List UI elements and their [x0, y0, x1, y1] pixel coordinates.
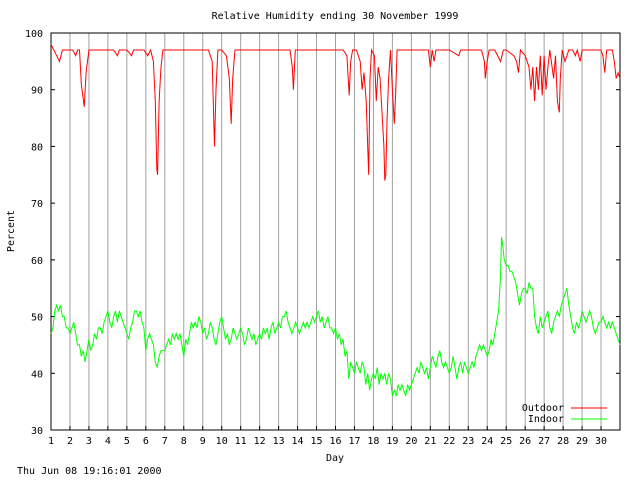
x-tick-label: 13: [273, 436, 285, 447]
y-tick-label: 70: [31, 199, 43, 210]
y-tick-label: 50: [31, 313, 43, 324]
x-tick-label: 3: [86, 436, 92, 447]
chart-title: Relative Humidity ending 30 November 199…: [212, 11, 459, 22]
x-tick-label: 1: [48, 436, 54, 447]
x-tick-label: 28: [557, 436, 569, 447]
x-tick-label: 26: [519, 436, 531, 447]
x-tick-label: 19: [386, 436, 398, 447]
grid-lines: [69, 33, 602, 430]
x-tick-label: 22: [443, 436, 455, 447]
legend: Outdoor Indoor: [522, 403, 607, 425]
x-tick-label: 4: [105, 436, 111, 447]
x-tick-label: 20: [405, 436, 417, 447]
series-line-outdoor: [50, 44, 621, 181]
x-tick-label: 10: [216, 436, 228, 447]
series-lines: [50, 44, 621, 397]
x-tick-label: 9: [200, 436, 206, 447]
y-tick-label: 60: [31, 256, 43, 267]
x-tick-label: 15: [311, 436, 323, 447]
x-tick-label: 12: [254, 436, 266, 447]
y-tick-label: 100: [25, 29, 43, 40]
x-tick-label: 29: [576, 436, 588, 447]
x-tick-label: 27: [538, 436, 550, 447]
x-tick-label: 11: [235, 436, 247, 447]
y-axis-label: Percent: [6, 210, 17, 252]
x-tick-label: 24: [481, 436, 493, 447]
x-tick-label: 25: [500, 436, 512, 447]
x-tick-label: 23: [462, 436, 474, 447]
x-tick-label: 2: [67, 436, 73, 447]
x-tick-label: 8: [181, 436, 187, 447]
legend-label-indoor: Indoor: [528, 414, 564, 425]
y-tick-label: 90: [31, 86, 43, 97]
x-tick-label: 14: [292, 436, 304, 447]
y-tick-label: 30: [31, 426, 43, 437]
axis-ticks: 1 2 3 4 5 6 7 8 9 10 11 12 13 14 15 16 17 18 19 20 21 22 23 24 2…: [25, 29, 620, 447]
y-tick-label: 80: [31, 142, 43, 153]
x-tick-label: 18: [367, 436, 379, 447]
x-tick-label: 17: [348, 436, 360, 447]
x-tick-label: 6: [143, 436, 149, 447]
x-tick-label: 7: [162, 436, 168, 447]
x-axis-label: Day: [326, 453, 344, 464]
y-tick-label: 40: [31, 369, 43, 380]
x-tick-label: 5: [124, 436, 130, 447]
x-tick-label: 30: [595, 436, 607, 447]
generated-timestamp: Thu Jun 08 19:16:01 2000: [17, 466, 162, 477]
x-tick-label: 16: [329, 436, 341, 447]
x-tick-label: 21: [424, 436, 436, 447]
legend-label-outdoor: Outdoor: [522, 403, 564, 414]
series-line-indoor: [50, 237, 621, 397]
